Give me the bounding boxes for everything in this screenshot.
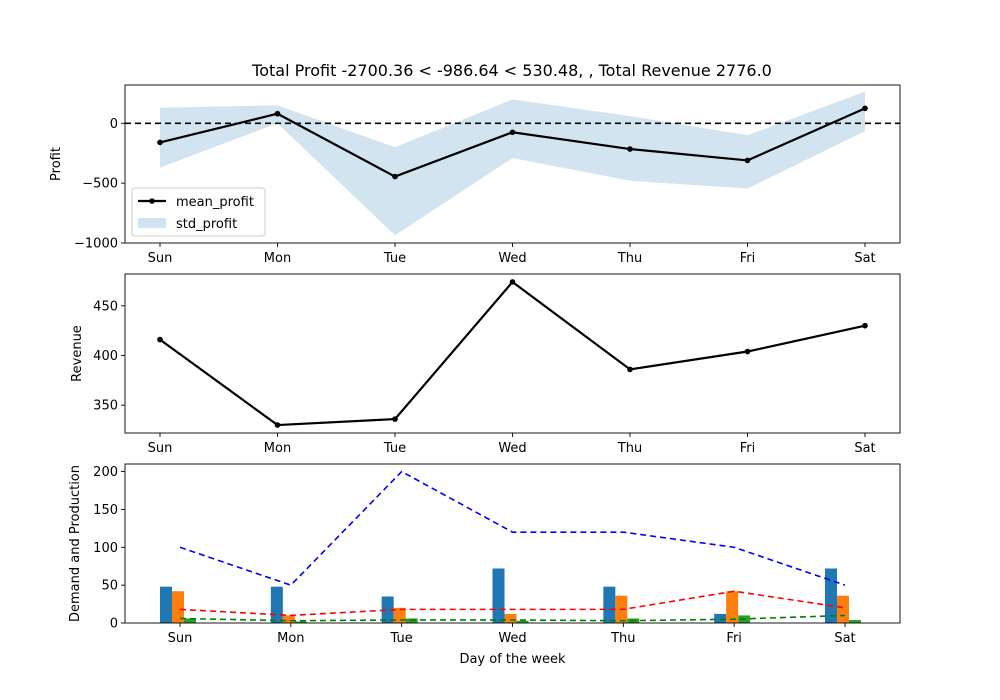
y-tick-label: 0 [110, 117, 118, 132]
y-tick-label: 0 [110, 617, 118, 632]
y-tick-label: 450 [93, 299, 118, 314]
mean-profit-point-mon [274, 110, 281, 117]
y-axis-label-1: Profit [49, 147, 64, 181]
x-tick-label: Mon [264, 251, 291, 266]
x-axis-label: Day of the week [459, 652, 566, 667]
dashed-line-series-2 [179, 590, 846, 617]
bar-series-2-mon [282, 615, 295, 623]
bar-series-2-sun [172, 591, 184, 623]
x-tick-label: Mon [277, 631, 304, 646]
mean-profit-point-sat [862, 105, 868, 112]
y-tick-label: 50 [101, 579, 118, 594]
x-tick-label: Fri [726, 631, 742, 646]
bar-series-2-wed [504, 613, 517, 623]
panel-1: Sun Mon Tue Wed Thu Fri Sat −1000 −500 0 Profit mea… [49, 84, 901, 266]
legend-band-swatch [138, 218, 166, 228]
bar-series-1-mon [270, 586, 283, 623]
axes-frame-3 [124, 463, 901, 624]
bar-series-2-sat [837, 595, 849, 623]
mean-profit-point-sun [157, 139, 163, 146]
x-tick-label: Fri [740, 251, 756, 266]
mean-profit-point-tue [392, 173, 398, 180]
y-axis-label-3: Demand and Production [68, 465, 83, 622]
revenue-point-tue [392, 416, 398, 422]
panel-3: Sun Mon Tue Wed Thu Fri Sat 0 50 100 150 200 Demand … [68, 463, 901, 667]
x-tick-label: Thu [617, 441, 642, 456]
x-tick-label: Sun [148, 251, 173, 266]
x-tick-label: Thu [617, 251, 642, 266]
bar-series-1-thu [603, 586, 616, 623]
x-tick-label: Mon [264, 441, 291, 456]
bar-series-1-sun [160, 586, 172, 623]
bar-series-3-sat [849, 619, 861, 623]
y-tick-label: 200 [93, 465, 118, 480]
bar-series-1-fri [714, 613, 727, 623]
revenue-point-mon [274, 422, 281, 428]
x-tick-label: Wed [498, 441, 526, 456]
x-tick-label: Sun [148, 441, 173, 456]
y-tick-label: 100 [93, 541, 118, 556]
std-profit-band [160, 91, 865, 236]
legend-marker-swatch [149, 198, 155, 204]
x-tick-label: Tue [390, 631, 413, 646]
dashed-line-series-1 [179, 470, 846, 587]
bar-series-3-mon [294, 621, 307, 623]
x-tick-label: Sat [854, 441, 875, 456]
revenue-point-fri [744, 348, 751, 355]
y-tick-label: 350 [93, 399, 118, 414]
mean-profit-point-wed [509, 129, 516, 136]
legend-label-std-profit: std_profit [176, 217, 237, 232]
bar-series-2-fri [726, 591, 739, 623]
panel-2: Sun Mon Tue Wed Thu Fri Sat 350 400 450 Revenue [70, 273, 901, 456]
x-tick-label: Sat [834, 631, 855, 646]
mean-profit-point-thu [627, 146, 633, 152]
x-tick-label: Tue [383, 441, 406, 456]
x-tick-label: Wed [498, 251, 526, 266]
revenue-point-sun [157, 336, 163, 343]
x-tick-label: Sun [168, 631, 193, 646]
bar-series-3-sun [184, 618, 196, 623]
axes-frame-2 [124, 273, 901, 434]
legend: mean_profit std_profit [131, 187, 266, 237]
chart-title: Total Profit -2700.36 < -986.64 < 530.48… [251, 61, 772, 80]
revenue-point-wed [509, 279, 516, 285]
mean-profit-point-fri [744, 157, 751, 164]
bar-series-3-wed [516, 620, 529, 623]
bar-series-1-wed [492, 568, 505, 623]
x-tick-label: Sat [854, 251, 875, 266]
x-tick-label: Fri [740, 441, 756, 456]
y-tick-label: 400 [93, 349, 118, 364]
dashed-line-series-3 [179, 614, 846, 622]
legend-label-mean-profit: mean_profit [176, 195, 254, 210]
y-axis-label-2: Revenue [70, 325, 85, 382]
x-tick-label: Thu [610, 631, 635, 646]
y-tick-label: −1000 [74, 237, 118, 252]
revenue-point-thu [627, 366, 633, 373]
y-tick-label: 150 [93, 503, 118, 518]
bar-series-1-sat [825, 568, 837, 623]
revenue-point-sat [862, 322, 868, 329]
x-tick-label: Tue [383, 251, 406, 266]
y-tick-label: −500 [82, 177, 118, 192]
x-tick-label: Wed [498, 631, 526, 646]
revenue-line [159, 280, 866, 427]
bar-series-1-tue [381, 596, 394, 623]
